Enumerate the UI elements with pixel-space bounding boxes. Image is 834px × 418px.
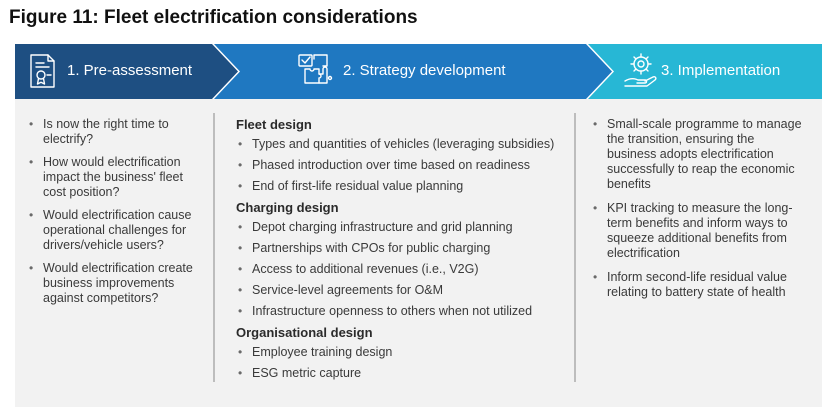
list-item: Access to additional revenues (i.e., V2G… [236, 262, 576, 277]
section-heading: Fleet design [236, 117, 312, 132]
figure-title: Figure 11: Fleet electrification conside… [9, 7, 418, 28]
gear-in-hand-icon [624, 53, 657, 87]
list-item: Infrastructure openness to others when n… [236, 304, 576, 319]
list-item: Would electrification cause operational … [27, 208, 205, 253]
charging-design-list: Depot charging infrastructure and grid p… [236, 220, 576, 319]
list-item: How would electrification impact the bus… [27, 155, 205, 200]
process-chevron-banner [15, 44, 822, 99]
step-1-label: 1. Pre-assessment [67, 62, 193, 79]
list-item: End of first-life residual value plannin… [236, 179, 576, 194]
strategy-column: Fleet design Types and quantities of veh… [236, 117, 576, 387]
organisational-design-list: Employee training design ESG metric capt… [236, 345, 576, 381]
list-item: Partnerships with CPOs for public chargi… [236, 241, 576, 256]
implementation-column: Small-scale programme to manage the tran… [591, 117, 807, 309]
organisational-design-section: Organisational design Employee training … [236, 325, 576, 381]
pre-assessment-column: Is now the right time to electrify? How … [27, 117, 205, 314]
list-item: Phased introduction over time based on r… [236, 158, 576, 173]
step-1-chevron [15, 44, 238, 99]
list-item: Depot charging infrastructure and grid p… [236, 220, 576, 235]
list-item: Is now the right time to electrify? [27, 117, 205, 147]
document-certificate-icon [30, 54, 55, 88]
step-2-label: 2. Strategy development [343, 62, 506, 79]
implementation-list: Small-scale programme to manage the tran… [591, 117, 807, 300]
fleet-design-section: Fleet design Types and quantities of veh… [236, 117, 576, 194]
step-3-label: 3. Implementation [661, 62, 781, 79]
list-item: Types and quantities of vehicles (levera… [236, 137, 576, 152]
section-heading: Charging design [236, 200, 339, 215]
list-item: Employee training design [236, 345, 576, 360]
list-item: KPI tracking to measure the long-term be… [591, 201, 807, 261]
puzzle-board-icon [298, 54, 333, 84]
pre-assessment-list: Is now the right time to electrify? How … [27, 117, 205, 306]
list-item: Small-scale programme to manage the tran… [591, 117, 807, 192]
fleet-design-list: Types and quantities of vehicles (levera… [236, 137, 576, 194]
list-item: Inform second-life residual value relati… [591, 270, 807, 300]
column-divider-1 [213, 113, 215, 382]
charging-design-section: Charging design Depot charging infrastru… [236, 200, 576, 319]
list-item: Would electrification create business im… [27, 261, 205, 306]
list-item: ESG metric capture [236, 366, 576, 381]
section-heading: Organisational design [236, 325, 373, 340]
list-item: Service-level agreements for O&M [236, 283, 576, 298]
